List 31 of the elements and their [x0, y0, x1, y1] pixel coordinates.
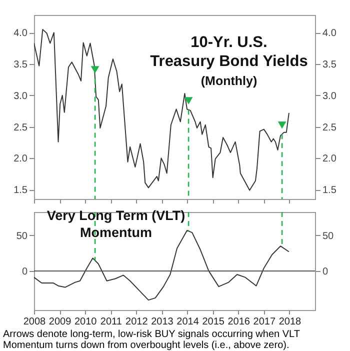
x-tick-label: 2018	[278, 316, 302, 328]
y2-tick-label: 3.5	[322, 59, 337, 70]
y-tick-label: 4.0	[14, 28, 28, 40]
y2-tick-label: 0	[322, 266, 328, 278]
y2-tick-label: 4.0	[322, 28, 337, 40]
chart-title: Very Long Term (VLT) Momentum	[46, 208, 186, 240]
y-tick-label: 1.5	[14, 185, 28, 196]
y2-tick-label: 2.0	[322, 154, 337, 165]
x-tick-label: 2008	[23, 316, 46, 328]
y-tick-label: 0	[22, 266, 28, 278]
y2-tick-label: 3.0	[322, 90, 337, 102]
y2-tick-label: 1.5	[322, 185, 337, 196]
text: (Monthly)	[200, 74, 258, 88]
x-tick-label: 2011	[100, 316, 122, 328]
x-tick-label: 2015	[202, 316, 225, 328]
x-tick-label: 2013	[151, 316, 174, 328]
text: Arrows denote long-term, low-risk BUY signals occurring when VLT Momentum turns down from overbought levels (i.e., above zero).	[3, 329, 300, 351]
y-tick-label: 50	[16, 230, 28, 242]
x-tick-label: 2016	[228, 316, 250, 328]
x-tick-label: 2017	[253, 316, 276, 328]
y-tick-label: 3.0	[14, 90, 28, 102]
y-tick-label: 3.5	[14, 59, 28, 70]
text: 10-Yr. U.S. Treasury Bond Yields	[150, 34, 308, 70]
x-tick-label: 2010	[74, 316, 98, 328]
y2-tick-label: 2.5	[322, 122, 337, 134]
y-tick-label: 2.5	[14, 122, 28, 134]
x-tick-label: 2009	[48, 316, 72, 328]
x-tick-label: 2012	[126, 316, 148, 328]
y2-tick-label: 50	[322, 230, 334, 242]
x-tick-label: 2014	[176, 316, 200, 328]
y-tick-label: 2.0	[14, 154, 28, 165]
